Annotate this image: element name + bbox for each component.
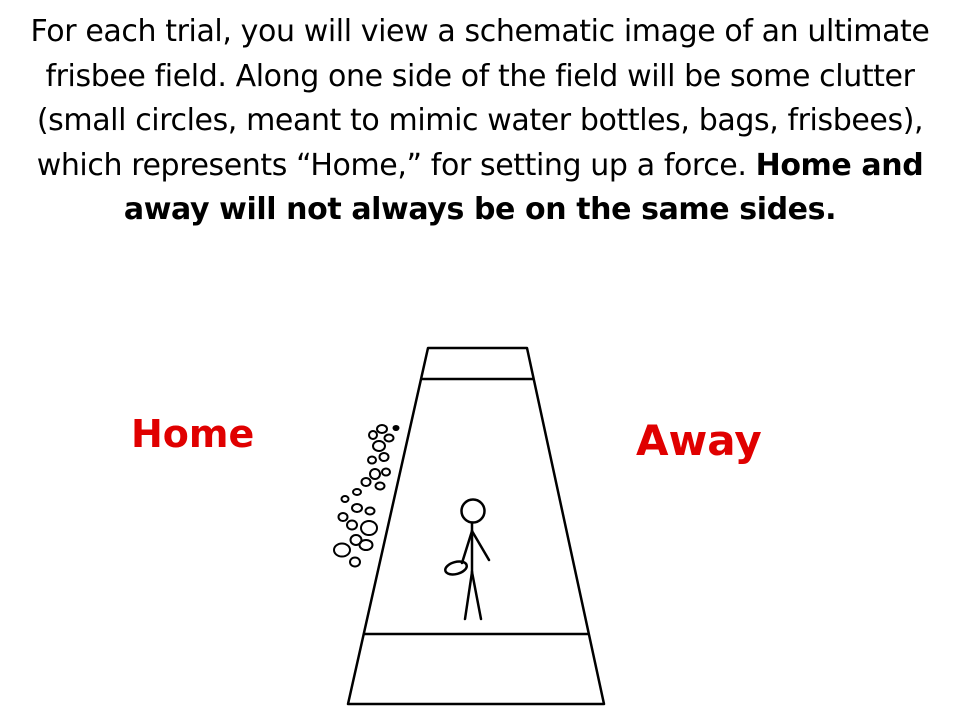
stick-figure (444, 498, 491, 621)
clutter-item (367, 455, 377, 465)
clutter-item (346, 519, 358, 531)
figure-left-leg (463, 570, 474, 621)
field-outline (346, 346, 606, 706)
frisbee-icon (444, 560, 468, 576)
instructions-text: For each trial, you will view a schemati… (30, 14, 930, 183)
clutter-item (340, 495, 350, 503)
home-label: Home (131, 412, 255, 456)
figure-right-arm (470, 529, 491, 562)
clutter (333, 424, 400, 568)
clutter-item (392, 425, 400, 431)
clutter-item (376, 424, 388, 434)
figure-right-leg (470, 570, 483, 621)
clutter-item (378, 452, 390, 462)
instructions-paragraph: For each trial, you will view a schemati… (8, 10, 952, 233)
clutter-item (383, 433, 395, 443)
clutter-item (349, 556, 361, 568)
clutter-item (337, 512, 349, 522)
figure-head (460, 498, 486, 524)
figure-left-arm (460, 529, 474, 565)
instructions-emphasis: Home and away will not always be on the … (123, 147, 924, 228)
clutter-item (364, 506, 376, 516)
away-label: Away (636, 416, 762, 465)
field (346, 346, 606, 706)
clutter-item (333, 542, 351, 558)
clutter-item (349, 534, 363, 546)
clutter-item (358, 539, 374, 551)
clutter-item (372, 440, 386, 452)
clutter-item (368, 430, 378, 440)
clutter-item (360, 520, 378, 536)
clutter-item (369, 468, 381, 480)
clutter-item (351, 503, 363, 513)
clutter-item (360, 477, 372, 487)
clutter-item (381, 467, 391, 477)
clutter-item (352, 488, 362, 496)
clutter-item (374, 481, 386, 491)
